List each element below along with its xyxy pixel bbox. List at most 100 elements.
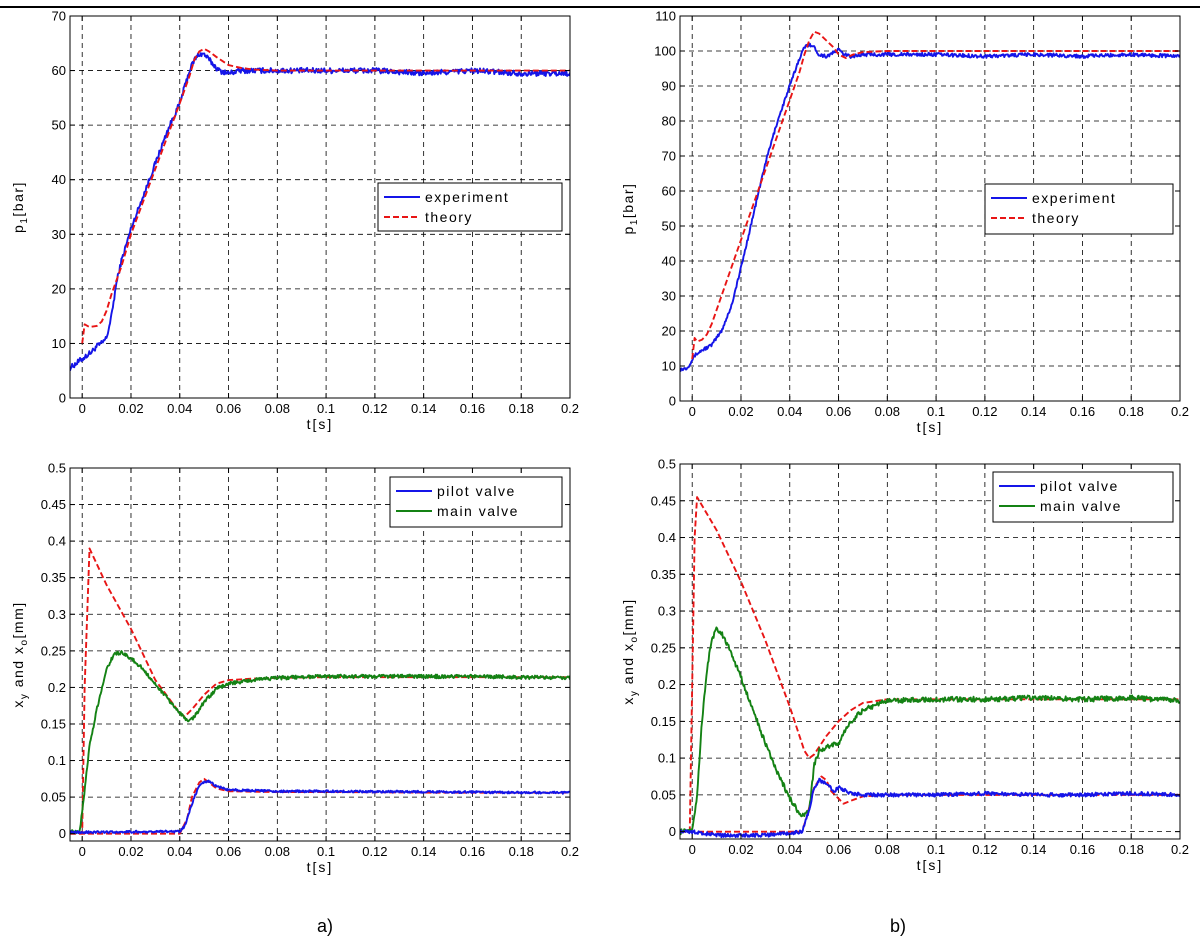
y-tick-label: 0.1 <box>658 751 676 766</box>
series-group <box>70 547 570 835</box>
legend-box <box>984 183 1174 235</box>
y-tick-label: 0.5 <box>48 461 66 476</box>
axes-frame <box>69 467 571 842</box>
chart-b-displacement: 0 0.02 0.04 0.06 0.08 0.1 0.12 0.14 0.16 0.18 0.2 0… <box>620 457 1189 874</box>
y-tick-label: 0 <box>59 826 66 841</box>
x-tick-label: 0 <box>79 401 86 416</box>
x-tick-label: 0.06 <box>216 401 241 416</box>
plot-area <box>70 468 570 841</box>
y-tick-label: 100 <box>654 44 676 59</box>
y-tick-label: 40 <box>662 254 676 269</box>
x-axis-label: t[s] <box>307 859 334 875</box>
x-tick-label: 0.1 <box>927 404 945 419</box>
y-tick-label: 0.25 <box>651 640 676 655</box>
series-line <box>70 779 570 835</box>
y-tick-label: 0.35 <box>651 567 676 582</box>
legend-label: main valve <box>437 503 519 519</box>
x-tick-label: 0.18 <box>509 401 534 416</box>
x-tick-label: 0.14 <box>1021 842 1046 857</box>
y-tick-label: 50 <box>662 219 676 234</box>
y-tick-label: 0 <box>669 394 676 409</box>
y-tick-label: 0.3 <box>48 607 66 622</box>
legend-label: theory <box>425 209 473 225</box>
legend-label: pilot valve <box>437 483 516 499</box>
y-tick-label: 50 <box>52 118 66 133</box>
legend: experiment theory <box>377 182 563 232</box>
x-tick-label: 0.2 <box>561 844 579 859</box>
legend-label: pilot valve <box>1040 478 1119 494</box>
x-tick-label: 0.1 <box>927 842 945 857</box>
y-tick-label: 0.1 <box>48 753 66 768</box>
series-line <box>691 30 1180 360</box>
y-tick-label: 0.4 <box>658 530 676 545</box>
x-tick-label: 0.18 <box>509 844 534 859</box>
y-tick-label: 60 <box>662 184 676 199</box>
y-tick-label: 20 <box>52 281 66 296</box>
axes-frame <box>69 15 571 399</box>
y-tick-label: 0.15 <box>41 716 66 731</box>
caption-a: a) <box>317 916 333 936</box>
y-tick-label: 0 <box>669 824 676 839</box>
legend-label: main valve <box>1040 498 1122 514</box>
x-tick-label: 0.1 <box>317 401 335 416</box>
x-tick-label: 0.12 <box>972 842 997 857</box>
x-tick-label: 0.18 <box>1119 842 1144 857</box>
x-tick-label: 0.04 <box>777 404 802 419</box>
x-tick-label: 0.14 <box>411 401 436 416</box>
tick-marks <box>70 15 571 399</box>
y-tick-label: 0 <box>59 391 66 406</box>
y-tick-label: 70 <box>662 149 676 164</box>
y-tick-label: 80 <box>662 114 676 129</box>
x-tick-label: 0.04 <box>777 842 802 857</box>
x-tick-label: 0.08 <box>265 844 290 859</box>
y-tick-label: 70 <box>52 9 66 24</box>
y-tick-label: 40 <box>52 172 66 187</box>
legend: pilot valve main valve <box>389 476 563 528</box>
x-tick-label: 0.08 <box>875 842 900 857</box>
y-tick-label: 0.05 <box>651 787 676 802</box>
x-tick-label: 0 <box>689 404 696 419</box>
x-tick-label: 0.02 <box>728 404 753 419</box>
x-tick-label: 0.2 <box>561 401 579 416</box>
series-line <box>680 42 1180 373</box>
x-tick-label: 0.06 <box>826 842 851 857</box>
legend-label: experiment <box>425 189 509 205</box>
x-tick-label: 0.16 <box>460 844 485 859</box>
x-tick-label: 0.14 <box>411 844 436 859</box>
y-tick-label: 0.15 <box>651 714 676 729</box>
y-tick-label: 110 <box>655 9 676 24</box>
y-tick-label: 0.3 <box>658 604 676 619</box>
x-tick-label: 0.02 <box>118 401 143 416</box>
x-tick-label: 0.02 <box>728 842 753 857</box>
x-tick-label: 0.16 <box>460 401 485 416</box>
x-tick-label: 0.12 <box>362 401 387 416</box>
y-tick-label: 0.45 <box>651 493 676 508</box>
tick-marks <box>680 463 1181 839</box>
legend: pilot valve main valve <box>992 471 1174 523</box>
legend-label: experiment <box>1032 190 1116 206</box>
y-tick-label: 0.5 <box>658 457 676 472</box>
y-tick-label: 0.35 <box>41 570 66 585</box>
y-tick-label: 30 <box>662 289 676 304</box>
plot-area <box>680 464 1180 839</box>
y-axis-label: p1[bar] <box>620 183 640 235</box>
caption-b: b) <box>890 916 906 936</box>
x-tick-label: 0.2 <box>1171 842 1189 857</box>
x-tick-label: 0.04 <box>167 844 192 859</box>
series-line <box>70 52 570 371</box>
x-axis-label: t[s] <box>307 416 334 432</box>
series-group <box>680 30 1180 373</box>
y-axis-label: p1[bar] <box>10 181 30 233</box>
series-group <box>680 496 1180 839</box>
chart-a-pressure: 0 0.02 0.04 0.06 0.08 0.1 0.12 0.14 0.16 0.18 0.2 0… <box>10 9 579 433</box>
x-tick-label: 0.06 <box>216 844 241 859</box>
legend: experiment theory <box>984 183 1174 235</box>
y-tick-label: 10 <box>662 359 676 374</box>
x-tick-label: 0.06 <box>826 404 851 419</box>
tick-marks <box>680 15 1181 402</box>
x-tick-label: 0.16 <box>1070 842 1095 857</box>
x-tick-label: 0.02 <box>118 844 143 859</box>
top-rule <box>0 6 1200 8</box>
series-line <box>81 47 570 344</box>
y-tick-label: 0.05 <box>41 790 66 805</box>
